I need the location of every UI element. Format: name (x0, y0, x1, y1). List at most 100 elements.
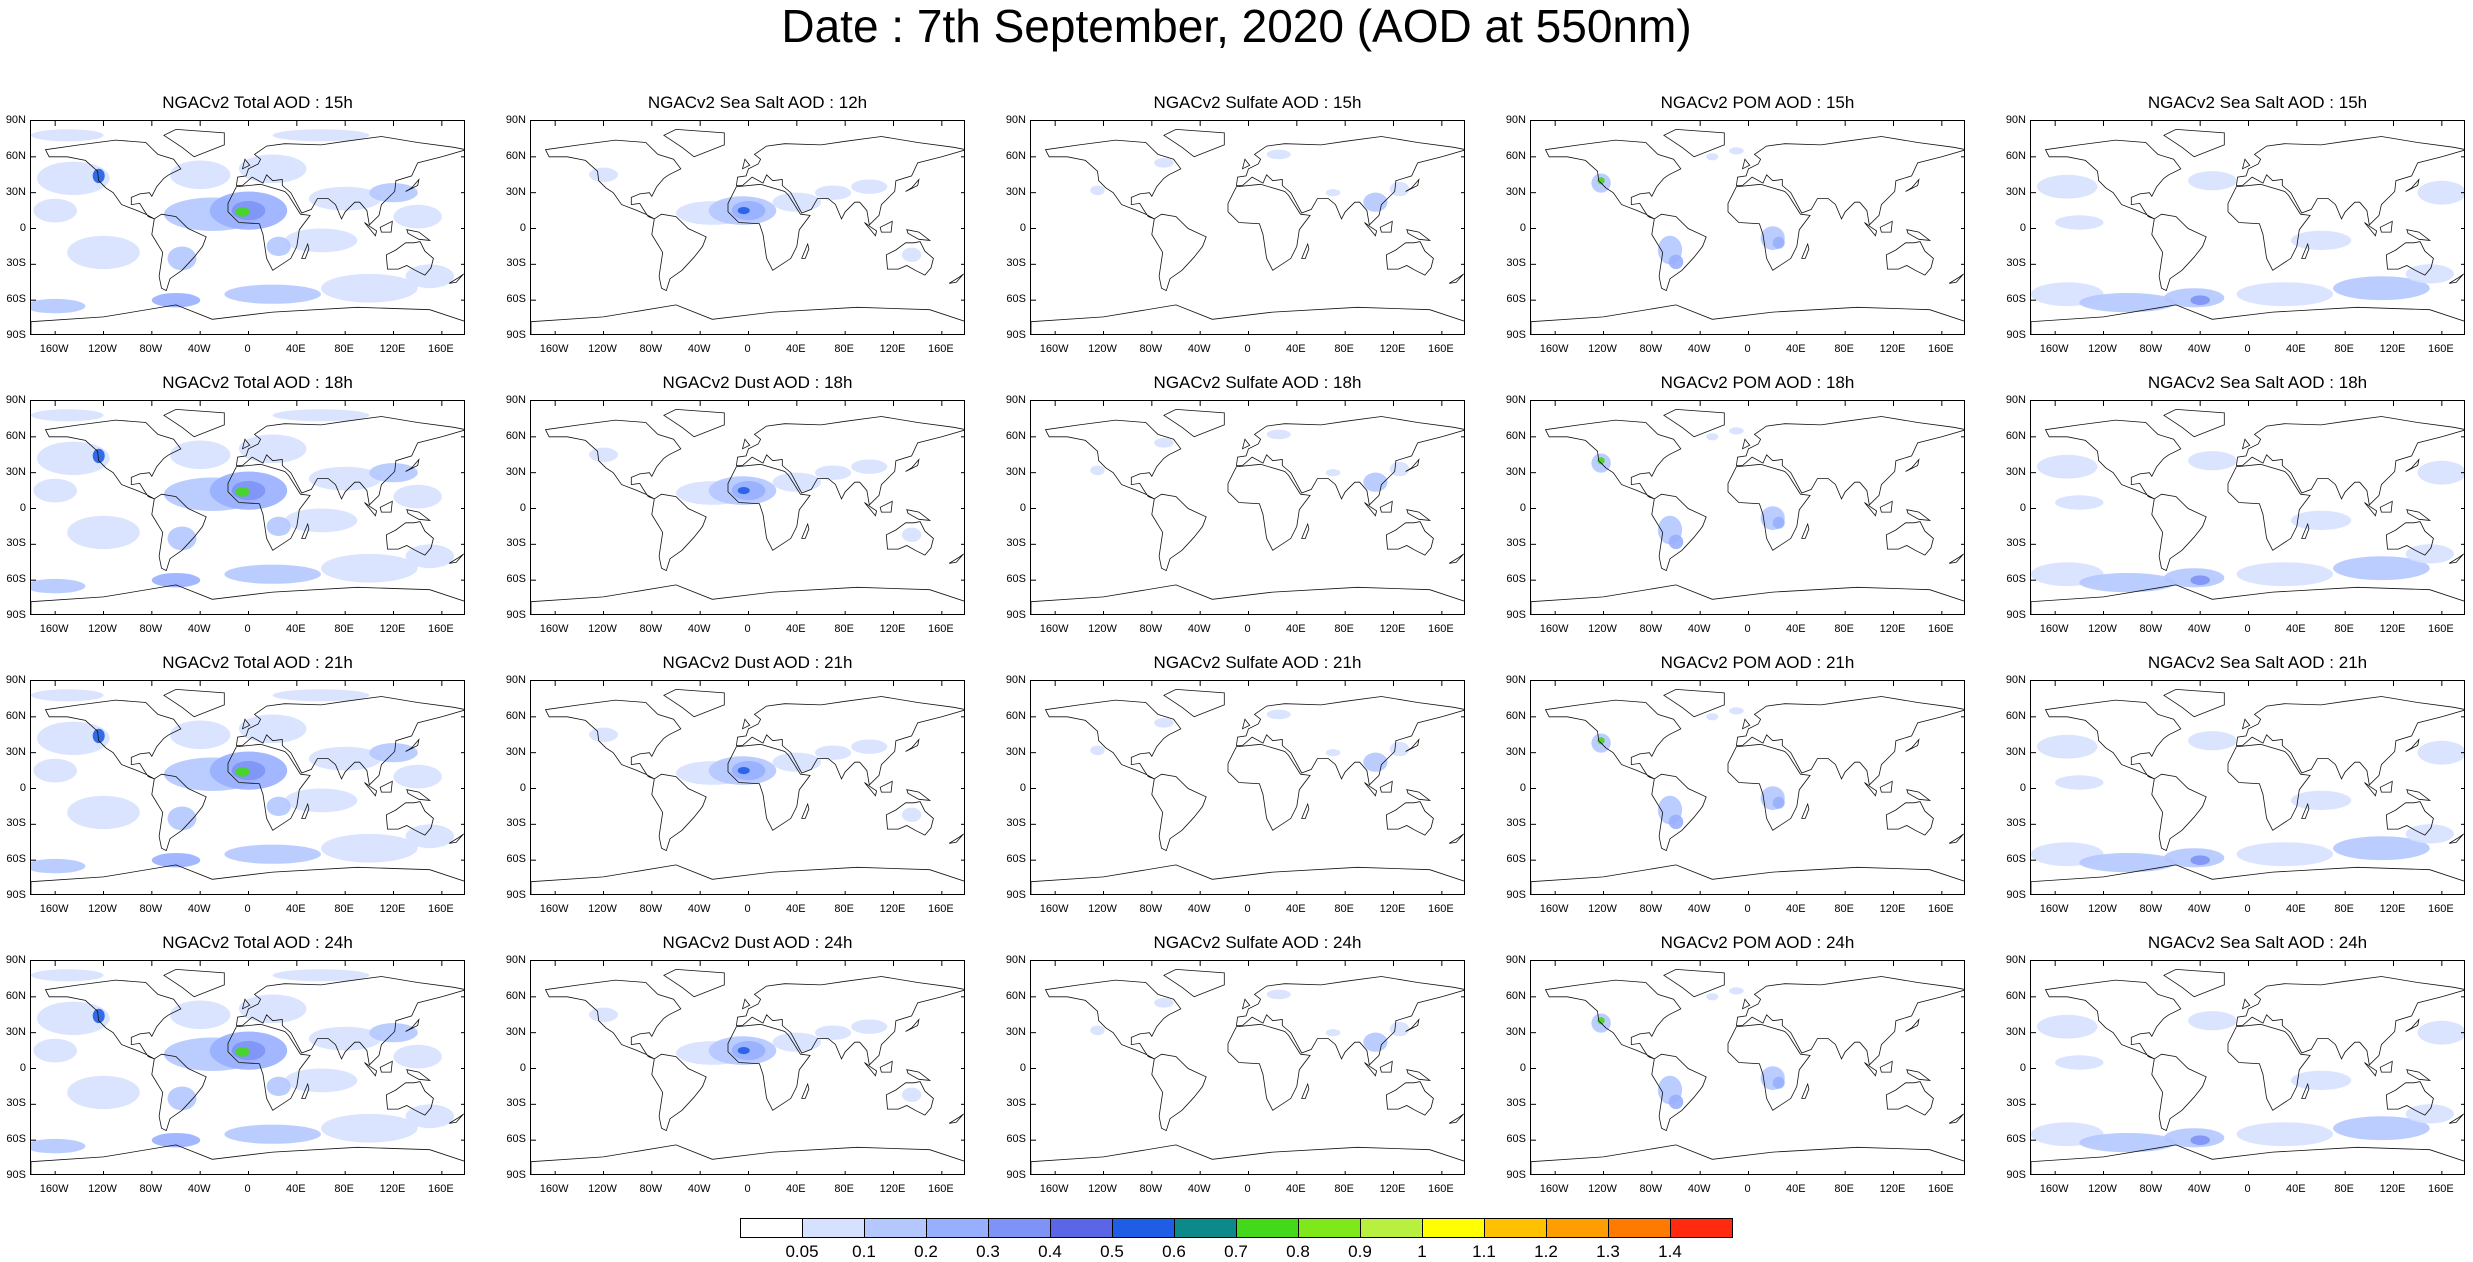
panel-title: NGACv2 POM AOD : 24h (1660, 933, 1855, 952)
coastline (1735, 136, 1964, 226)
lon-label: 160E (427, 903, 454, 915)
lat-label: 90S (1006, 329, 1026, 341)
aod-shading (31, 298, 86, 314)
map-svg (1031, 401, 1464, 614)
coastline (227, 183, 311, 271)
coastline (151, 493, 207, 572)
coastline (801, 522, 810, 539)
coastline (885, 801, 934, 836)
aod-shading (2417, 1020, 2464, 1045)
coastline (735, 696, 964, 786)
aod-shading (1597, 737, 1605, 745)
lon-label: 0 (1244, 343, 1251, 355)
aod-shading (37, 441, 110, 475)
panel-title: NGACv2 Dust AOD : 18h (662, 373, 853, 392)
aod-shading (772, 192, 821, 212)
coastline (2031, 864, 2464, 894)
lon-label: 0 (2244, 623, 2251, 635)
aod-shading (2290, 230, 2352, 250)
lon-label: 0 (2244, 1183, 2251, 1195)
lon-label: 160W (539, 623, 569, 635)
lon-label: 80E (834, 343, 854, 355)
aod-shading (815, 185, 852, 200)
lat-label: 90S (2006, 609, 2026, 621)
aod-shading (1706, 433, 1719, 441)
coastline (1651, 493, 1707, 572)
coastline (227, 743, 311, 831)
colorbar-box (1112, 1218, 1175, 1238)
coastline (241, 718, 251, 730)
coastline (2163, 968, 2225, 998)
lon-label: 160W (1539, 623, 1569, 635)
coastline (544, 699, 682, 780)
lat-label: 30S (2006, 817, 2026, 830)
panel-title: NGACv2 Sea Salt AOD : 21h (2147, 653, 2368, 672)
colorbar-box (1608, 1218, 1671, 1238)
aod-shading (2055, 495, 2104, 510)
lat-label: 60N (1505, 989, 1526, 1002)
coastline (1301, 522, 1310, 539)
lat-label: 60N (2005, 429, 2026, 442)
lat-label: 30N (2005, 1025, 2026, 1038)
coastline (2379, 780, 2393, 793)
colorbar-box (802, 1218, 865, 1238)
map-svg (531, 401, 964, 614)
lat-label: 30S (1506, 1097, 1526, 1110)
map-panel: NGACv2 POM AOD : 15h 90N 60N 30N 0 30S 60S 90S 1… (1500, 93, 1980, 355)
coastline (301, 242, 310, 259)
map-svg (531, 681, 964, 894)
lon-label: 120E (1879, 1183, 1906, 1195)
coastline (1741, 998, 1751, 1010)
world-map (1530, 120, 1965, 335)
lon-label: 40W (687, 903, 711, 915)
coastline (948, 553, 964, 564)
coastline (2448, 273, 2464, 284)
aod-shading (2079, 573, 2176, 593)
map-panel: NGACv2 POM AOD : 21h 90N 60N 30N 0 30S 60S 90S 1… (1500, 653, 1980, 915)
coastline (663, 688, 725, 718)
panel-title: NGACv2 Sea Salt AOD : 12h (647, 93, 868, 112)
aod-shading (170, 720, 231, 750)
coastline (1379, 780, 1393, 793)
aod-shading (238, 994, 307, 1024)
colorbar-label: 0.3 (976, 1242, 1000, 1261)
lon-label: 80E (334, 343, 354, 355)
aod-shading (151, 573, 201, 588)
panel-title: NGACv2 Total AOD : 21h (162, 653, 353, 672)
aod-shading (92, 168, 105, 184)
coastline (448, 273, 464, 284)
coastline (2448, 833, 2464, 844)
coastline (906, 509, 932, 521)
coastline (163, 408, 225, 438)
lat-label: 60S (1006, 853, 1026, 866)
lon-label: 160W (1539, 1183, 1569, 1195)
aod-shading (151, 853, 201, 868)
lat-label: 90N (1005, 114, 1026, 126)
coastline (1531, 584, 1964, 614)
world-map (1530, 680, 1965, 895)
aod-shading (1729, 147, 1744, 155)
coastline (1727, 183, 1811, 271)
lat-label: 90S (1506, 889, 1526, 901)
aod-shading (2236, 842, 2334, 867)
world-map (2030, 960, 2465, 1175)
aod-shading (2055, 215, 2104, 230)
coastline (2235, 976, 2464, 1066)
coastline (2163, 408, 2225, 438)
lon-label: 40E (286, 1183, 306, 1195)
lat-label: 60S (1506, 573, 1526, 586)
lat-label: 60S (2006, 573, 2026, 586)
world-map (530, 120, 965, 335)
coastline (879, 1060, 893, 1073)
lon-label: 40W (187, 1183, 211, 1195)
colorbar-label: 0.7 (1224, 1242, 1248, 1261)
coastline (1031, 304, 1464, 334)
aod-shading (737, 487, 750, 495)
aod-shading (815, 745, 852, 760)
lon-label: 0 (744, 343, 751, 355)
lon-label: 160W (1039, 1183, 1069, 1195)
coastline (1948, 1113, 1964, 1124)
lon-label: 80W (639, 1183, 663, 1195)
lat-label: 60N (1505, 149, 1526, 162)
lon-label: 40E (1286, 1183, 1306, 1195)
